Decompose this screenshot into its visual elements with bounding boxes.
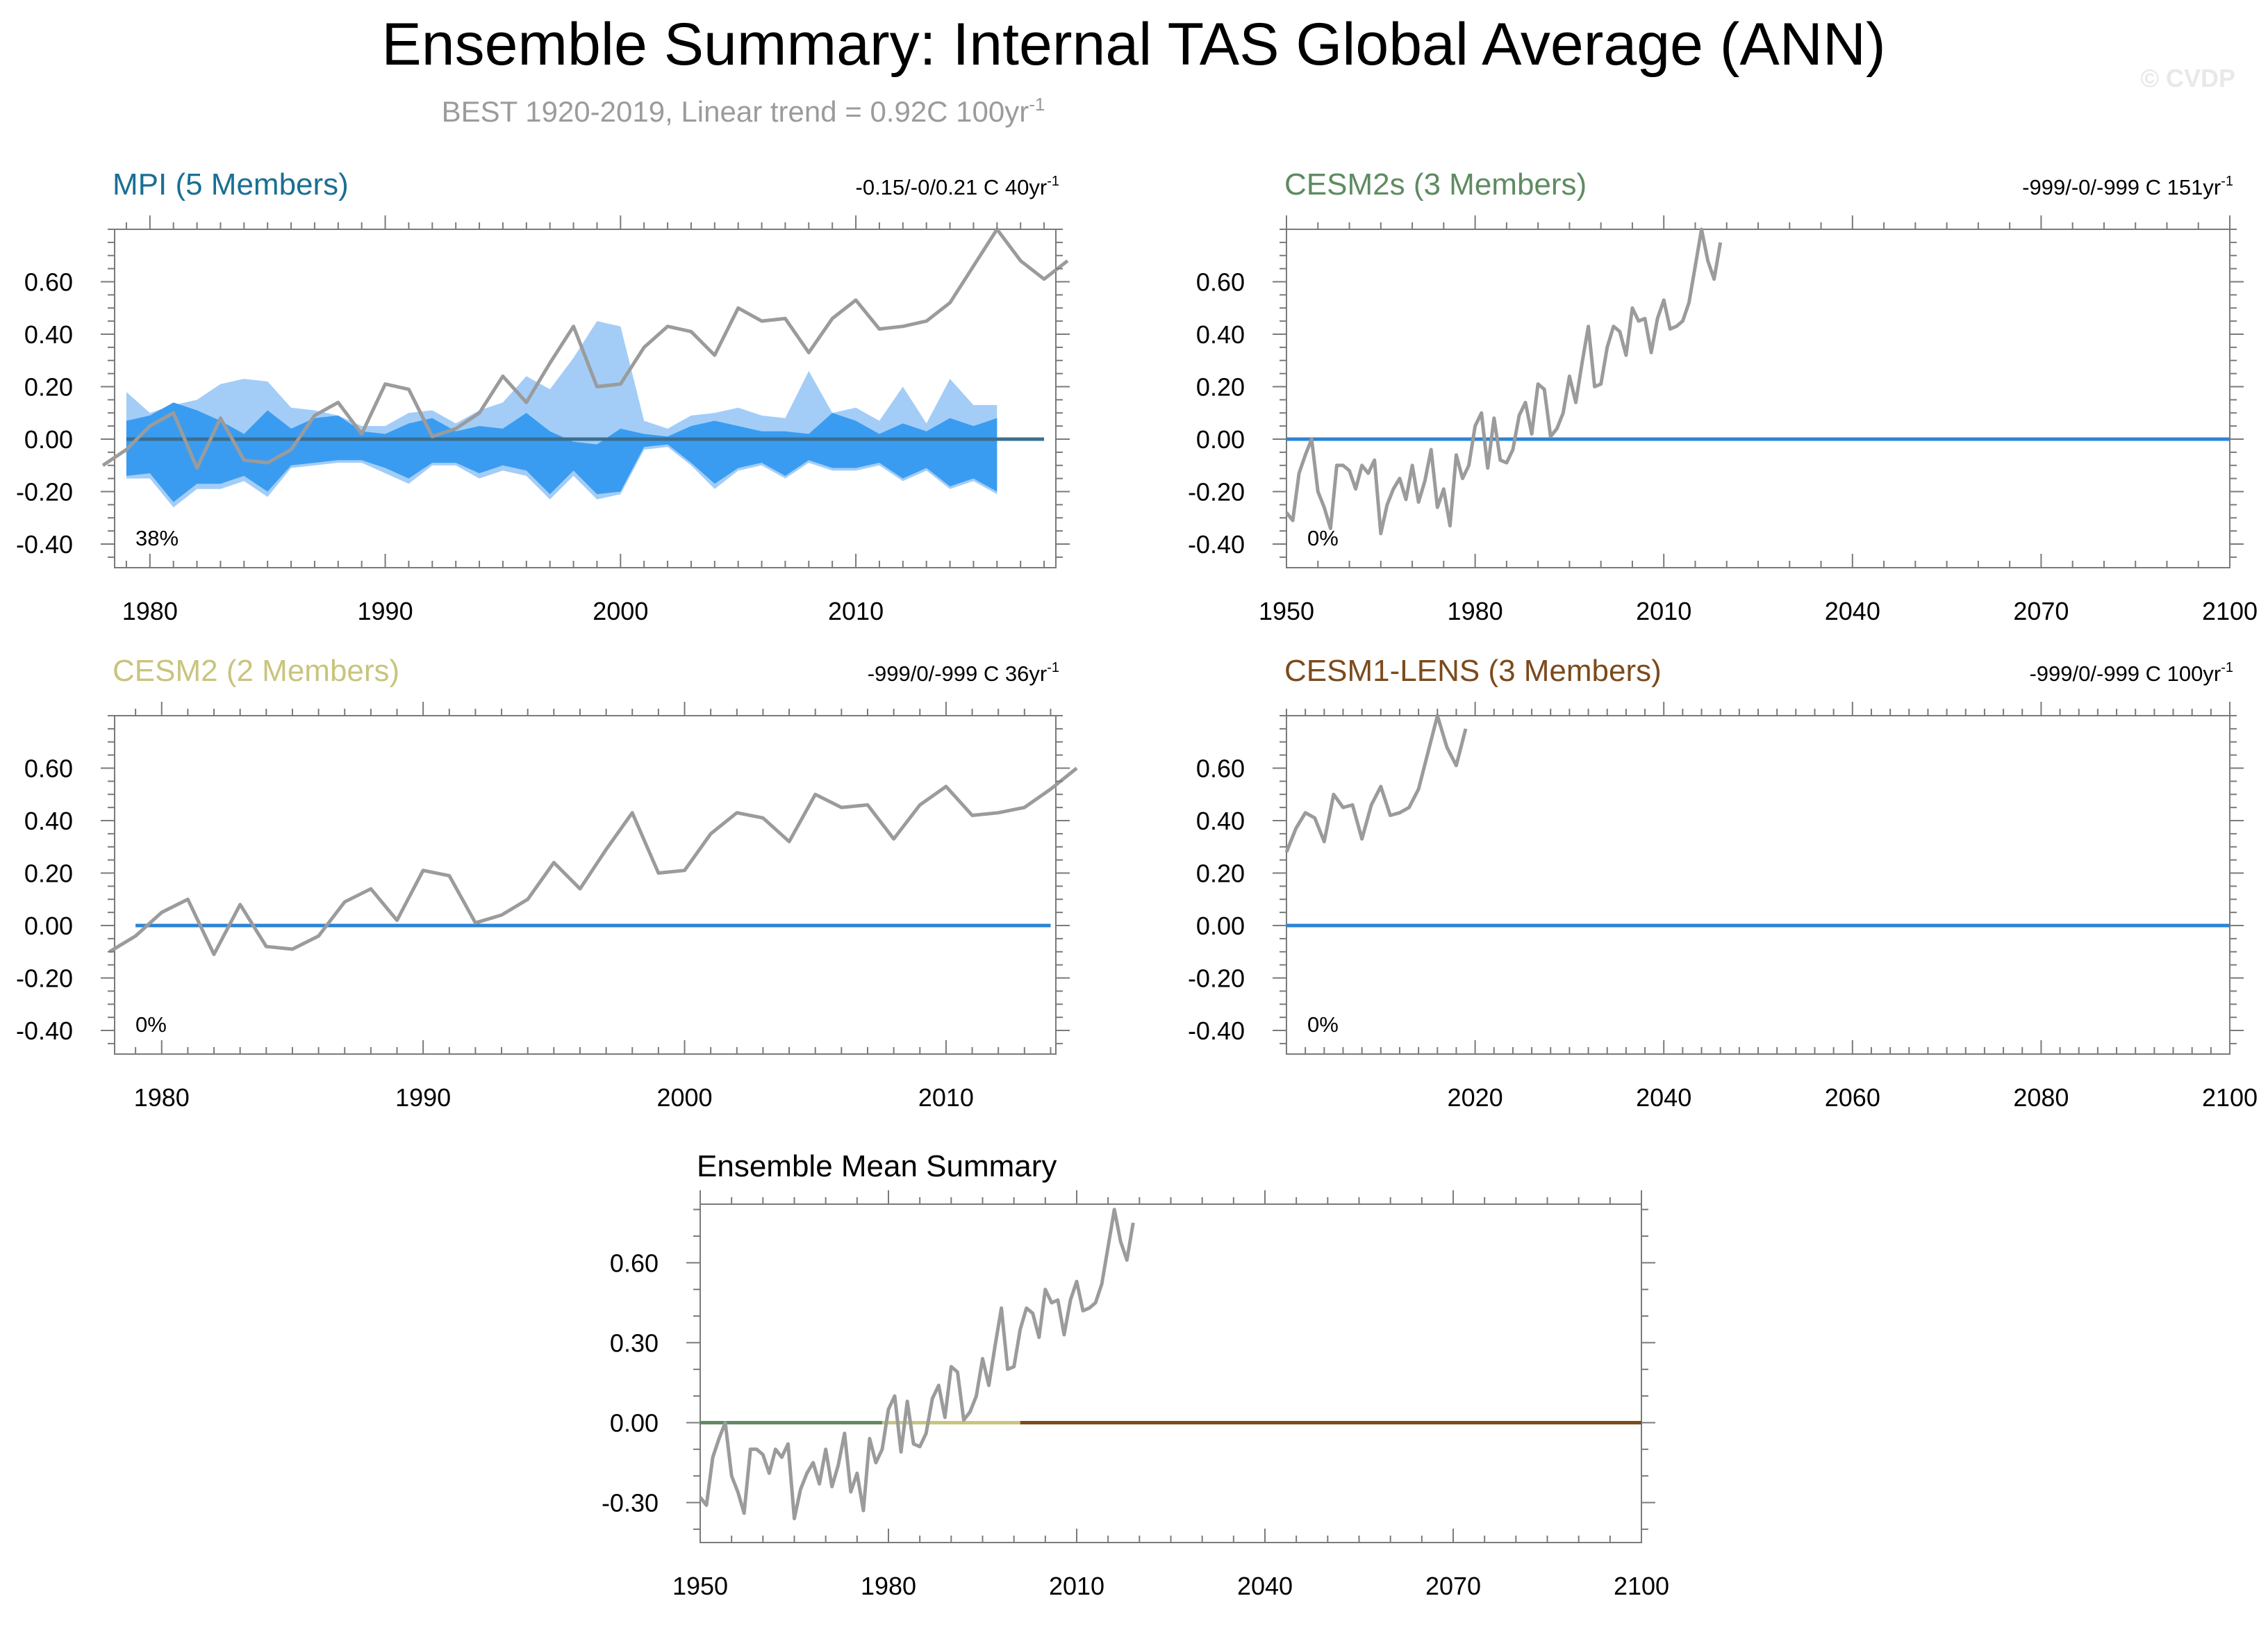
panel-trend-text-mpi: -0.15/-0/0.21 C 40yr bbox=[856, 175, 1048, 199]
y-tick-label: 0.60 bbox=[1196, 755, 1245, 783]
x-tick-label: 2010 bbox=[1636, 597, 1691, 625]
y-tick-label: -0.20 bbox=[1188, 964, 1245, 993]
x-tick-label: 2100 bbox=[1614, 1572, 1669, 1600]
y-tick-label: -0.20 bbox=[16, 478, 73, 507]
y-tick-label: 0.20 bbox=[24, 860, 73, 888]
y-tick-label: 0.40 bbox=[1196, 807, 1245, 835]
y-tick-label: 0.40 bbox=[24, 807, 73, 835]
y-tick-label: 0.00 bbox=[1196, 425, 1245, 454]
x-tick-label: 2040 bbox=[1825, 597, 1880, 625]
x-tick-label: 2000 bbox=[656, 1083, 712, 1112]
panel-trend-sup-cesm2: -1 bbox=[1047, 660, 1059, 675]
x-tick-label: 1980 bbox=[861, 1572, 916, 1600]
plot-frame-cesm1 bbox=[1286, 715, 2230, 1055]
x-tick-label: 2040 bbox=[1636, 1083, 1691, 1112]
y-tick-label: 0.60 bbox=[1196, 268, 1245, 297]
panel-cesm2s: CESM2s (3 Members) -999/-0/-999 C 151yr-1… bbox=[1188, 167, 2258, 625]
observed-line-cesm2s bbox=[1285, 227, 1723, 536]
x-tick-label: 2040 bbox=[1237, 1572, 1293, 1600]
y-tick-label: 0.00 bbox=[24, 425, 73, 454]
x-tick-label: 1990 bbox=[395, 1083, 451, 1112]
panel-trend-label-cesm1: -999/0/-999 C 100yr-1 bbox=[2029, 660, 2233, 686]
plot-frame-cesm2 bbox=[114, 715, 1057, 1055]
panel-title-cesm2: CESM2 (2 Members) bbox=[113, 654, 399, 688]
x-tick-label: 2020 bbox=[1448, 1083, 1503, 1112]
y-tick-label: -0.40 bbox=[1188, 530, 1245, 559]
y-tick-label: 0.40 bbox=[1196, 320, 1245, 349]
panel-mean: Ensemble Mean Summary 1950 1980 2010 2040 207… bbox=[602, 1149, 1669, 1600]
x-tick-label: 2060 bbox=[1825, 1083, 1880, 1112]
panel-trend-text-cesm2: -999/0/-999 C 36yr bbox=[868, 661, 1047, 686]
panel-cesm2: CESM2 (2 Members) -999/0/-999 C 36yr-1 198… bbox=[16, 654, 1078, 1112]
x-tick-label: 1980 bbox=[134, 1083, 190, 1112]
x-tick-label: 1950 bbox=[1259, 597, 1314, 625]
panel-trend-label-cesm2: -999/0/-999 C 36yr-1 bbox=[868, 660, 1059, 686]
x-tick-label: 2000 bbox=[593, 597, 648, 625]
y-tick-label: 0.20 bbox=[24, 373, 73, 402]
x-tick-label: 2100 bbox=[2202, 1083, 2258, 1112]
y-tick-label: -0.40 bbox=[16, 1017, 73, 1045]
y-tick-label: 0.40 bbox=[24, 320, 73, 349]
panel-trend-sup-cesm2s: -1 bbox=[2221, 174, 2233, 189]
panels: MPI (5 Members) -0.15/-0/0.21 C 40yr-1198… bbox=[16, 167, 2258, 1600]
x-tick-label: 2070 bbox=[1425, 1572, 1481, 1600]
plot-frame-cesm2s bbox=[1286, 229, 2230, 568]
panel-trend-sup-cesm1: -1 bbox=[2221, 660, 2233, 675]
panel-trend-label-cesm2s: -999/-0/-999 C 151yr-1 bbox=[2022, 174, 2233, 199]
x-tick-label: 2010 bbox=[1049, 1572, 1104, 1600]
observed-line-mpi bbox=[101, 227, 1069, 470]
panel-percent-label-cesm2: 0% bbox=[135, 1012, 167, 1037]
ensemble-interquartile-band bbox=[126, 402, 998, 502]
observed-line-mean bbox=[699, 1208, 1135, 1520]
y-tick-label: -0.30 bbox=[602, 1488, 659, 1517]
y-tick-label: 0.00 bbox=[610, 1408, 659, 1437]
y-tick-label: -0.20 bbox=[16, 964, 73, 993]
panel-title-cesm1: CESM1-LENS (3 Members) bbox=[1284, 654, 1662, 688]
y-tick-label: -0.40 bbox=[1188, 1017, 1245, 1045]
x-tick-label: 1990 bbox=[358, 597, 413, 625]
y-tick-label: 0.60 bbox=[24, 755, 73, 783]
y-tick-label: 0.60 bbox=[610, 1249, 659, 1277]
panel-title-mpi: MPI (5 Members) bbox=[113, 167, 349, 202]
figure-subtitle: BEST 1920-2019, Linear trend = 0.92C 100… bbox=[442, 94, 1045, 128]
figure-subtitle-sup: -1 bbox=[1029, 94, 1045, 115]
y-tick-label: 0.30 bbox=[610, 1329, 659, 1357]
plot-frame-mpi bbox=[114, 229, 1057, 568]
y-tick-label: 0.20 bbox=[1196, 860, 1245, 888]
observed-line-cesm2 bbox=[108, 766, 1078, 956]
x-tick-label: 2010 bbox=[828, 597, 884, 625]
x-tick-label: 2080 bbox=[2013, 1083, 2069, 1112]
x-tick-label: 2070 bbox=[2013, 597, 2069, 625]
watermark: © CVDP bbox=[2140, 64, 2235, 92]
x-tick-label: 1980 bbox=[122, 597, 178, 625]
panel-trend-sup-mpi: -1 bbox=[1047, 174, 1059, 189]
panel-percent-label-cesm2s: 0% bbox=[1307, 526, 1339, 550]
panel-cesm1: CESM1-LENS (3 Members) -999/0/-999 C 100y… bbox=[1188, 654, 2258, 1112]
y-tick-label: 0.20 bbox=[1196, 373, 1245, 402]
x-tick-label: 1980 bbox=[1448, 597, 1503, 625]
plot-frame-mean bbox=[700, 1203, 1642, 1543]
y-tick-label: -0.20 bbox=[1188, 478, 1245, 507]
figure-title: Ensemble Summary: Internal TAS Global Av… bbox=[381, 11, 1885, 78]
figure-subtitle-text: BEST 1920-2019, Linear trend = 0.92C 100… bbox=[442, 95, 1029, 128]
panel-mpi: MPI (5 Members) -0.15/-0/0.21 C 40yr-1 198… bbox=[16, 167, 1070, 625]
y-tick-label: -0.40 bbox=[16, 530, 73, 559]
y-tick-label: 0.00 bbox=[24, 912, 73, 940]
panel-title-cesm2s: CESM2s (3 Members) bbox=[1284, 167, 1587, 202]
x-tick-label: 1950 bbox=[672, 1572, 728, 1600]
y-tick-label: 0.60 bbox=[24, 268, 73, 297]
panel-trend-label-mpi: -0.15/-0/0.21 C 40yr-1 bbox=[856, 174, 1060, 199]
x-tick-label: 2100 bbox=[2202, 597, 2258, 625]
panel-title-mean: Ensemble Mean Summary bbox=[697, 1149, 1057, 1183]
x-tick-label: 2010 bbox=[918, 1083, 974, 1112]
observed-line-cesm1 bbox=[1284, 714, 1468, 853]
panel-percent-label-mpi: 38% bbox=[135, 526, 179, 550]
panel-percent-label-cesm1: 0% bbox=[1307, 1012, 1339, 1037]
panel-trend-text-cesm2s: -999/-0/-999 C 151yr bbox=[2022, 175, 2221, 199]
panel-trend-text-cesm1: -999/0/-999 C 100yr bbox=[2029, 661, 2221, 686]
y-tick-label: 0.00 bbox=[1196, 912, 1245, 940]
